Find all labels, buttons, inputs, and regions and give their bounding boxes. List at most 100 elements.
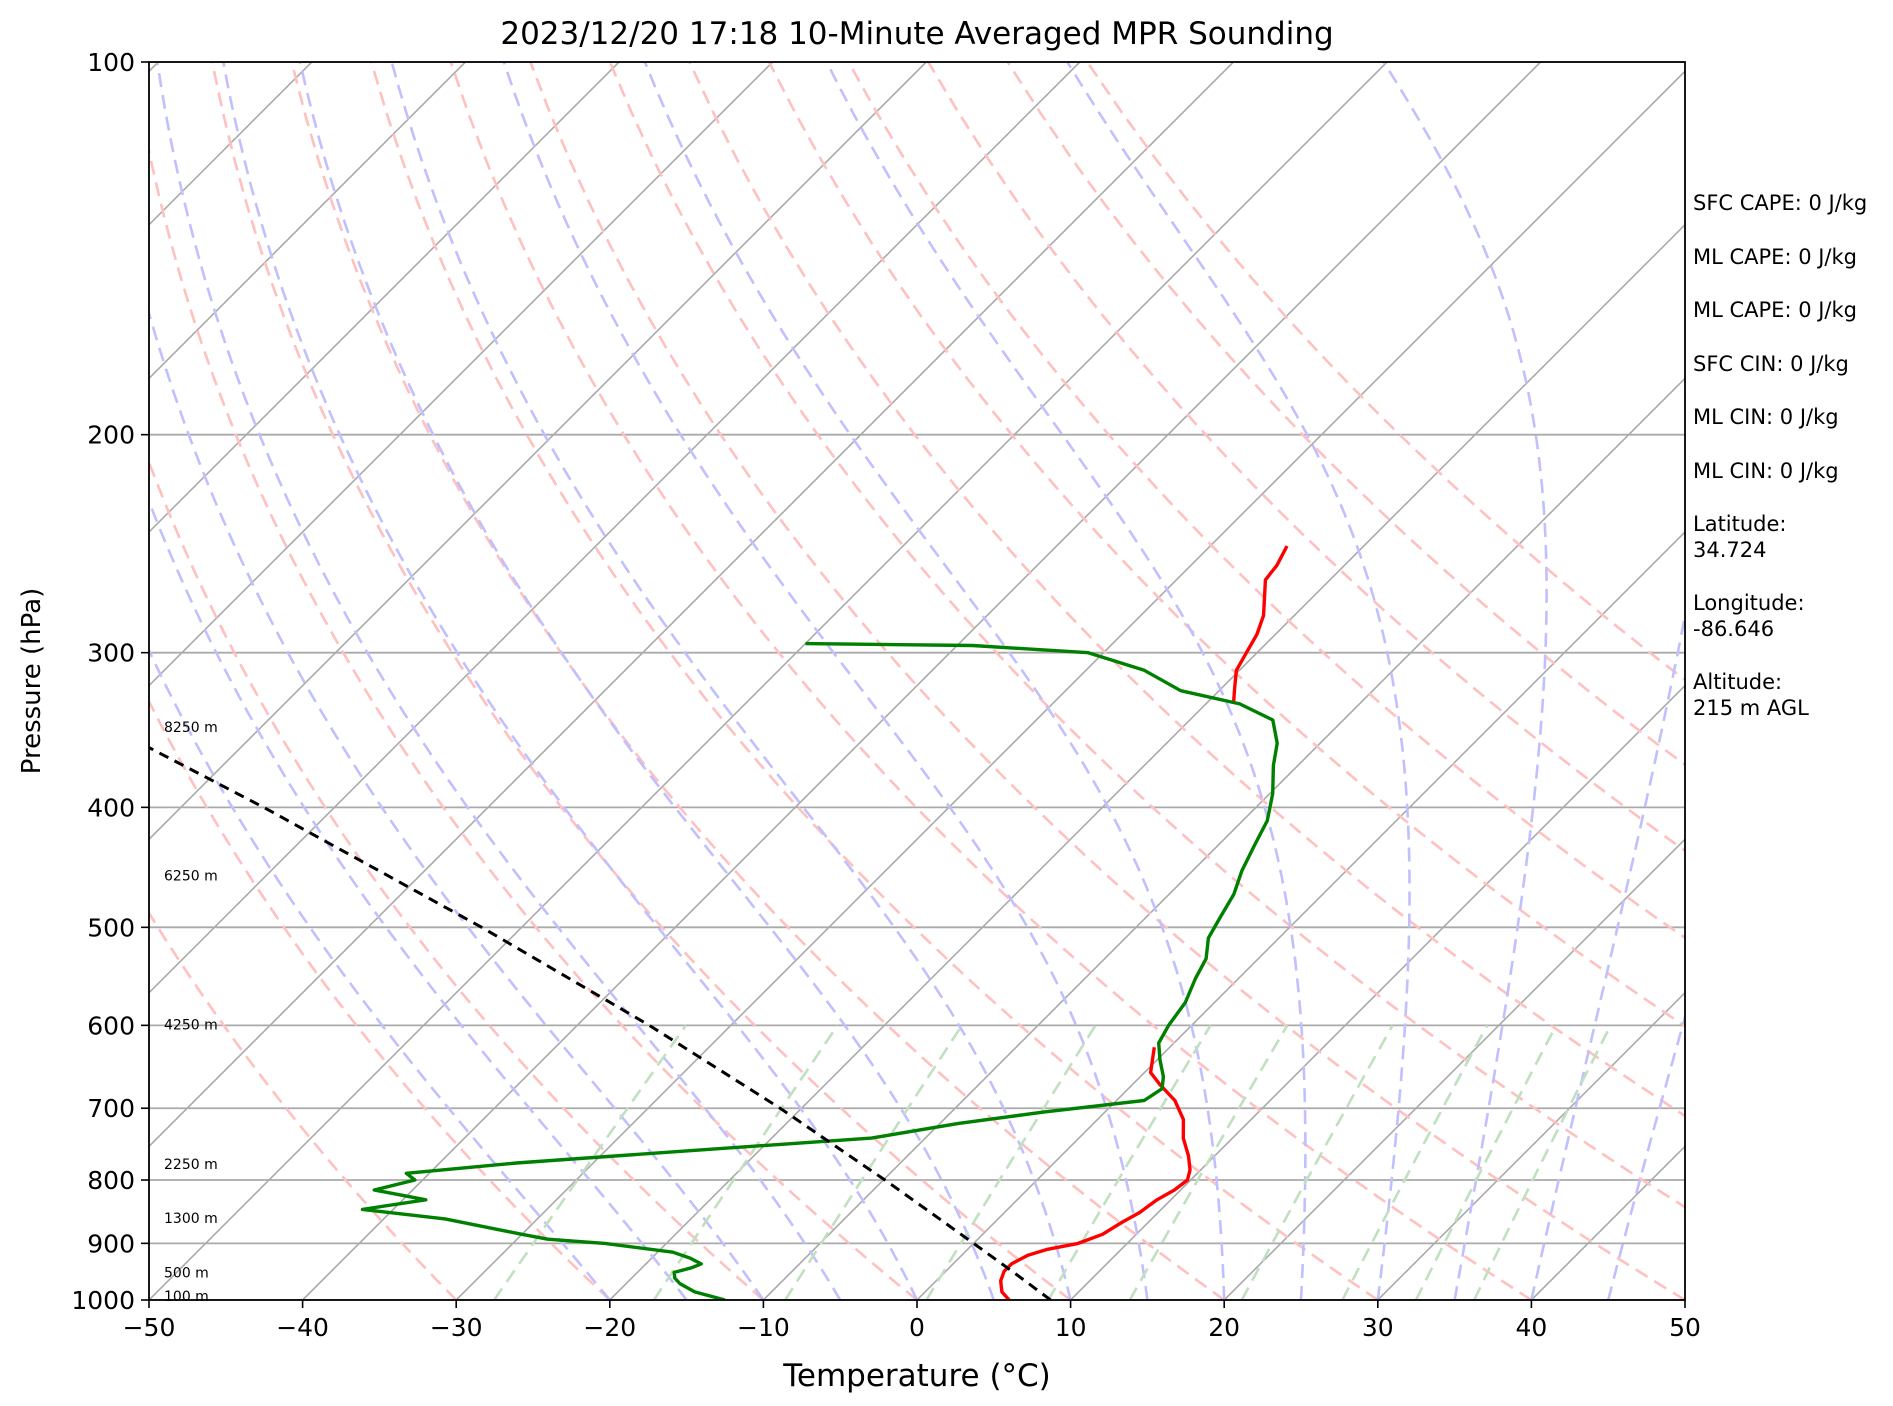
- mixing-ratio-line: [1341, 1024, 1489, 1300]
- x-tick-label: 50: [1669, 1313, 1701, 1342]
- isotherm-line: [1223, 838, 1685, 1300]
- ml-cin-label: ML CIN: 0 J/kg: [1693, 405, 1839, 429]
- dry-adiabat-line: [449, 62, 1533, 1300]
- moist-adiabat-line: [825, 62, 1307, 1300]
- y-axis-title: Pressure (hPa): [17, 588, 47, 775]
- x-tick-label: 20: [1208, 1313, 1240, 1342]
- plot-background: [149, 62, 1685, 1300]
- moist-adiabat-line: [149, 647, 611, 1300]
- moist-adiabat-line: [149, 498, 688, 1300]
- dry-adiabat-line: [767, 62, 1685, 1028]
- x-tick-label: 10: [1055, 1313, 1087, 1342]
- dry-adiabat-line: [149, 144, 918, 1300]
- height-label: 100 m: [164, 1289, 209, 1305]
- mixing-ratio-line: [1414, 1024, 1558, 1300]
- isotherm-line: [609, 223, 1685, 1300]
- dry-adiabat-line: [370, 62, 1379, 1300]
- mixing-ratio-line: [925, 1024, 1097, 1300]
- moist-adiabat-line: [222, 62, 919, 1300]
- moist-adiabat-line: [390, 62, 1072, 1300]
- altitude-label: Altitude: 215 m AGL: [1693, 670, 1809, 720]
- isotherm-line: [149, 62, 774, 687]
- height-label: 4250 m: [164, 1017, 218, 1033]
- ml-cin-label-2: ML CIN: 0 J/kg: [1693, 459, 1839, 483]
- dewpoint-line: [360, 641, 1279, 1300]
- isotherm-line: [149, 62, 1081, 994]
- mixing-ratio-line: [1473, 1024, 1612, 1300]
- dry-adiabat-line: [688, 62, 1685, 1118]
- dry-adiabat-line: [210, 62, 1072, 1300]
- x-tick-label: −50: [123, 1313, 176, 1342]
- sounding-series: [149, 545, 1289, 1300]
- y-tick-label: 900: [87, 1229, 135, 1258]
- y-tick-label: 600: [87, 1011, 135, 1040]
- moist-adiabat-line: [1382, 62, 1548, 1300]
- mixing-ratio-line: [784, 1024, 963, 1300]
- y-tick-label: 700: [87, 1094, 135, 1123]
- isotherm-line: [455, 70, 1685, 1300]
- mixing-ratio-line: [652, 1024, 839, 1300]
- isotherm-line: [1377, 991, 1685, 1300]
- parcel-line: [149, 745, 1052, 1300]
- isotherm-line: [0, 62, 5, 1300]
- x-tick-label: 0: [909, 1313, 925, 1342]
- isotherm-line: [149, 62, 1234, 1148]
- temperature-upper-line: [1231, 545, 1289, 705]
- height-label: 500 m: [164, 1266, 209, 1282]
- x-tick-label: −40: [276, 1313, 329, 1342]
- dry-adiabat-line: [149, 910, 458, 1300]
- x-axis-title: Temperature (°C): [782, 1358, 1051, 1394]
- y-tick-label: 300: [87, 639, 135, 668]
- latitude-label: Latitude: 34.724: [1693, 512, 1787, 562]
- moist-adiabat-line: [298, 62, 996, 1300]
- mixing-ratio-line: [1128, 1024, 1289, 1300]
- dry-adiabat-line: [608, 62, 1685, 1209]
- dry-adiabat-line: [290, 62, 1225, 1300]
- isotherm-line: [149, 62, 1388, 1300]
- moist-adiabat-line: [149, 308, 765, 1300]
- moist-adiabat-line: [1606, 1012, 1685, 1300]
- height-labels: 100 m 500 m 1300 m 2250 m 4250 m 6250 m 8250 m: [164, 720, 218, 1305]
- isotherm-line: [149, 62, 927, 841]
- isotherm-line: [1070, 684, 1685, 1300]
- mixing-ratio-line: [1047, 1024, 1212, 1300]
- moist-adiabat-line: [156, 62, 842, 1300]
- mixing-ratio-line: [1240, 1024, 1394, 1300]
- moist-adiabat-line: [502, 62, 1149, 1300]
- chart-title: 2023/12/20 17:18 10-Minute Averaged MPR …: [500, 16, 1333, 52]
- ml-cape-label-2: ML CAPE: 0 J/kg: [1693, 298, 1858, 322]
- y-tick-label: 200: [87, 421, 135, 450]
- sfc-cape-label: SFC CAPE: 0 J/kg: [1693, 191, 1868, 215]
- isotherm-line: [916, 530, 1685, 1300]
- dry-adiabat-line: [529, 62, 1685, 1300]
- ml-cape-label: ML CAPE: 0 J/kg: [1693, 245, 1858, 269]
- isotherm-line: [762, 377, 1685, 1300]
- y-tick-label: 500: [87, 913, 135, 942]
- height-label: 6250 m: [164, 869, 218, 885]
- isotherm-line: [149, 62, 466, 380]
- y-tick-label: 100: [87, 48, 135, 77]
- height-label: 8250 m: [164, 720, 218, 736]
- x-tick-label: 40: [1515, 1313, 1547, 1342]
- y-tick-label: 1000: [71, 1286, 135, 1315]
- x-tick-label: −20: [583, 1313, 636, 1342]
- moist-adiabat-line: [1530, 609, 1685, 1300]
- sfc-cin-label: SFC CIN: 0 J/kg: [1693, 352, 1849, 376]
- longitude-label: Longitude: -86.646: [1693, 591, 1805, 641]
- x-tick-label: −30: [430, 1313, 483, 1342]
- height-label: 2250 m: [164, 1157, 218, 1173]
- y-tick-label: 800: [87, 1166, 135, 1195]
- isotherm-line: [149, 62, 620, 534]
- dry-adiabat-line: [149, 458, 765, 1300]
- isotherm-line: [302, 62, 1542, 1300]
- mixing-ratio-line: [493, 1024, 687, 1300]
- reference-lines: [0, 62, 1685, 1300]
- axes: −50 −40 −30 −20 −10 0 10 20 30 40 50 100 200 300 400 50…: [71, 48, 1701, 1342]
- x-tick-label: −10: [737, 1313, 790, 1342]
- dry-adiabat-line: [1086, 62, 1685, 682]
- moist-adiabat-line: [643, 62, 1226, 1300]
- height-label: 1300 m: [164, 1211, 218, 1227]
- y-tick-label: 400: [87, 793, 135, 822]
- x-tick-label: 30: [1362, 1313, 1394, 1342]
